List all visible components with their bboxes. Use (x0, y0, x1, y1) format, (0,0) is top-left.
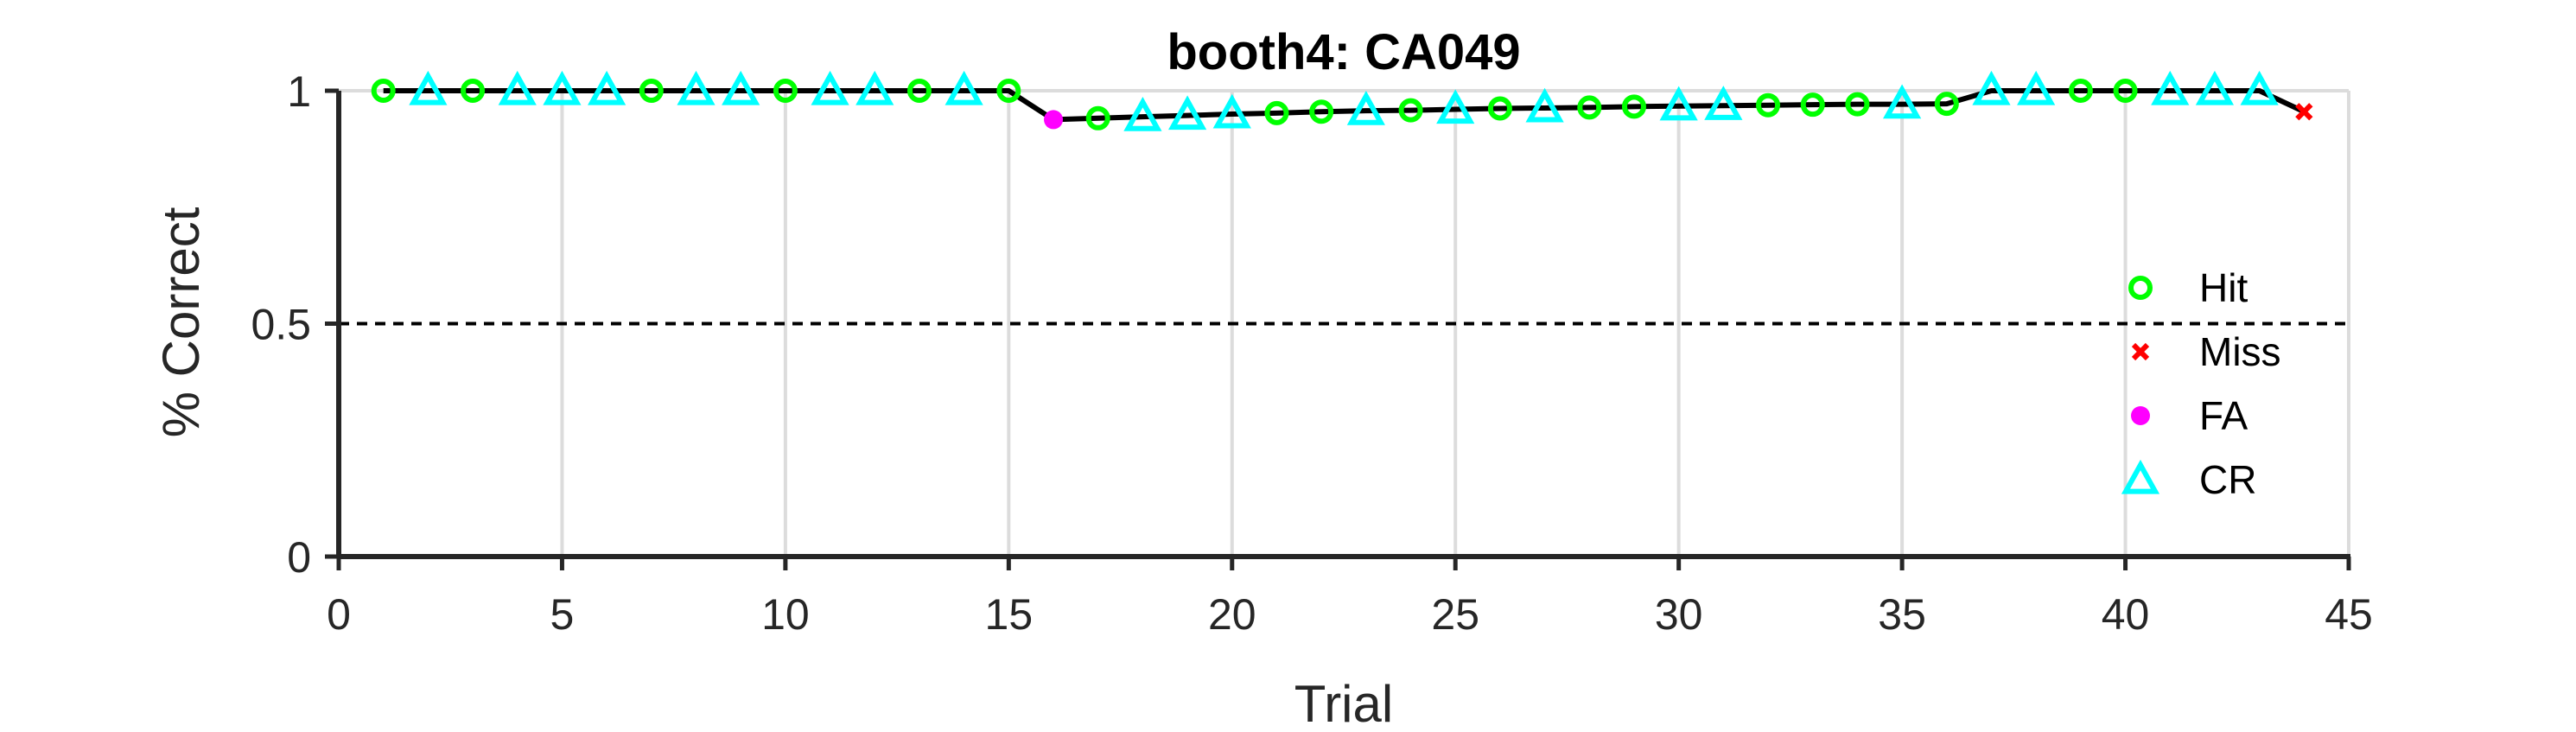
x-tick-label: 45 (2325, 590, 2373, 639)
data-point-cr (2151, 70, 2190, 105)
legend-label-miss: Miss (2199, 329, 2281, 374)
y-tick-label: 1 (287, 67, 311, 116)
x-tick-label: 35 (1878, 590, 1926, 639)
data-point-cr (677, 70, 716, 105)
chart-title: booth4: CA049 (1167, 24, 1520, 80)
data-point-hit (1309, 99, 1334, 124)
data-point-cr (722, 70, 760, 105)
data-point-cr (2240, 70, 2279, 105)
legend-marker-fa (2131, 406, 2150, 425)
y-axis-label: % Correct (152, 207, 210, 437)
data-point-cr (1704, 86, 1743, 120)
x-tick-label: 25 (1431, 590, 1479, 639)
data-point-hit (639, 79, 664, 103)
x-tick-label: 40 (2102, 590, 2150, 639)
legend-label-fa: FA (2199, 393, 2248, 438)
data-point-cr (409, 70, 448, 105)
data-point-hit (2113, 79, 2138, 103)
data-point-cr (543, 70, 582, 105)
data-point-cr (1123, 97, 1162, 131)
x-tick-label: 0 (327, 590, 351, 639)
data-point-hit (1264, 100, 1289, 125)
data-point-hit (906, 79, 932, 103)
data-point-cr (1883, 84, 1922, 119)
data-point-cr (855, 70, 894, 105)
data-point-cr (588, 70, 627, 105)
data-point-hit (1398, 98, 1423, 123)
x-axis-label: Trial (1294, 675, 1393, 732)
data-point-cr (1167, 95, 1207, 130)
data-point-cr (1436, 89, 1475, 124)
x-tick-label: 20 (1208, 590, 1256, 639)
y-tick-label: 0 (287, 533, 311, 582)
data-point-cr (1346, 90, 1385, 125)
legend-marker-cr (2121, 459, 2160, 494)
legend-marker-miss (2131, 342, 2150, 361)
legend: Hit Miss FA CR (2121, 265, 2281, 502)
y-tick-labels: 00.51 (251, 67, 311, 582)
data-point-hit (1487, 96, 1512, 121)
accuracy-line (383, 88, 2306, 123)
data-point-hit (371, 79, 396, 103)
data-point-hit (996, 79, 1021, 103)
data-point-hit (1577, 95, 1602, 120)
data-point-hit (1621, 94, 1646, 119)
x-tick-label: 15 (985, 590, 1034, 639)
data-point-hit (1756, 92, 1781, 118)
x-tick-label: 10 (761, 590, 810, 639)
legend-label-cr: CR (2199, 457, 2256, 502)
data-point-cr (1212, 93, 1251, 129)
data-point-cr (498, 70, 537, 105)
data-point-fa (1044, 110, 1064, 130)
series-line-layer (383, 88, 2306, 123)
legend-marker-hit (2128, 276, 2153, 300)
data-point-cr (1659, 86, 1698, 121)
y-tick-label: 0.5 (251, 301, 311, 349)
data-point-hit (1800, 92, 1825, 118)
data-point-miss (2295, 103, 2313, 121)
data-point-cr (945, 70, 983, 105)
x-tick-labels: 0 5 10 15 20 25 30 35 40 45 (327, 590, 2373, 639)
data-point-hit (2068, 79, 2093, 103)
data-markers (371, 70, 2313, 131)
data-point-hit (1085, 105, 1110, 130)
data-point-cr (811, 70, 849, 105)
data-point-cr (1525, 87, 1564, 123)
data-point-hit (1934, 92, 1959, 117)
x-tick-label: 30 (1655, 590, 1703, 639)
data-point-hit (773, 79, 798, 103)
axes (325, 88, 2351, 570)
data-point-hit (461, 79, 486, 103)
data-point-hit (1845, 92, 1870, 117)
data-point-cr (2017, 70, 2056, 105)
x-tick-label: 5 (550, 590, 575, 639)
legend-label-hit: Hit (2199, 265, 2248, 310)
data-point-cr (2195, 70, 2235, 105)
data-point-cr (1972, 70, 2011, 105)
